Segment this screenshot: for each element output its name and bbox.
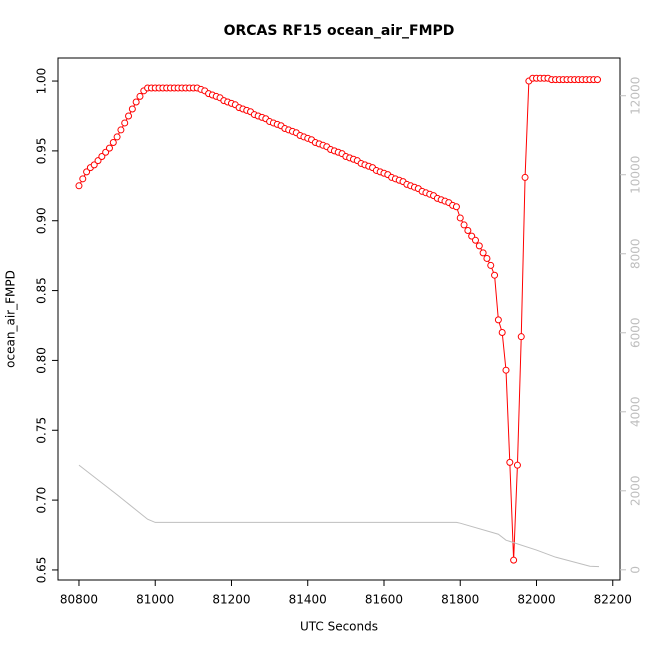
y-tick-label: 0.95 bbox=[35, 138, 49, 165]
x-axis-label: UTC Seconds bbox=[300, 620, 378, 634]
data-point bbox=[521, 173, 529, 181]
data-point bbox=[98, 152, 106, 160]
y-tick-label: 0.70 bbox=[35, 487, 49, 514]
data-point bbox=[75, 182, 83, 190]
data-point bbox=[83, 168, 91, 176]
data-point bbox=[460, 221, 468, 229]
x-tick-label: 81200 bbox=[212, 593, 250, 607]
y-tick-label: 0.75 bbox=[35, 417, 49, 444]
data-point bbox=[483, 254, 491, 262]
x-tick-label: 82000 bbox=[517, 593, 555, 607]
data-point bbox=[113, 133, 121, 141]
data-point bbox=[494, 316, 502, 324]
x-tick-label: 81400 bbox=[289, 593, 327, 607]
data-point bbox=[506, 458, 514, 466]
data-point bbox=[452, 203, 460, 211]
data-point bbox=[102, 148, 110, 156]
series-line bbox=[78, 464, 600, 568]
data-point bbox=[125, 112, 133, 120]
data-point bbox=[502, 366, 510, 374]
data-point bbox=[132, 98, 140, 106]
data-point bbox=[117, 126, 125, 134]
data-point bbox=[105, 144, 113, 152]
x-tick-label: 81000 bbox=[136, 593, 174, 607]
x-tick-label: 82200 bbox=[594, 593, 632, 607]
data-point bbox=[90, 161, 98, 169]
y2-tick-label: 12000 bbox=[629, 77, 643, 115]
data-point bbox=[464, 227, 472, 235]
y-tick-label: 0.65 bbox=[35, 557, 49, 584]
y2-tick-label: 8000 bbox=[629, 238, 643, 269]
data-point bbox=[517, 333, 525, 341]
data-point bbox=[468, 232, 476, 240]
data-point bbox=[79, 175, 87, 183]
data-point bbox=[510, 556, 518, 564]
data-point bbox=[94, 157, 102, 165]
data-point bbox=[513, 461, 521, 469]
y-axis-label: ocean_air_FMPD bbox=[4, 270, 18, 368]
y-tick-label: 0.80 bbox=[35, 347, 49, 374]
data-point bbox=[594, 76, 602, 84]
y2-tick-label: 2000 bbox=[629, 476, 643, 507]
y-tick-label: 0.85 bbox=[35, 277, 49, 304]
x-tick-label: 80800 bbox=[60, 593, 98, 607]
y2-tick-label: 0 bbox=[629, 566, 643, 574]
plot-box bbox=[57, 57, 621, 581]
y2-tick-label: 6000 bbox=[629, 317, 643, 348]
data-point bbox=[471, 236, 479, 244]
y2-tick-label: 4000 bbox=[629, 397, 643, 428]
data-point bbox=[128, 105, 136, 113]
y2-tick-label: 10000 bbox=[629, 156, 643, 194]
data-point bbox=[109, 139, 117, 147]
data-point bbox=[491, 271, 499, 279]
chart-title: ORCAS RF15 ocean_air_FMPD bbox=[224, 23, 455, 39]
data-point bbox=[121, 119, 129, 127]
data-point bbox=[479, 249, 487, 257]
data-point bbox=[487, 261, 495, 269]
data-point bbox=[498, 328, 506, 336]
y-tick-label: 0.90 bbox=[35, 207, 49, 234]
data-point bbox=[456, 214, 464, 222]
x-tick-label: 81600 bbox=[365, 593, 403, 607]
data-point bbox=[475, 242, 483, 250]
y-tick-label: 1.00 bbox=[35, 68, 49, 95]
data-point bbox=[136, 92, 144, 100]
x-tick-label: 81800 bbox=[441, 593, 479, 607]
